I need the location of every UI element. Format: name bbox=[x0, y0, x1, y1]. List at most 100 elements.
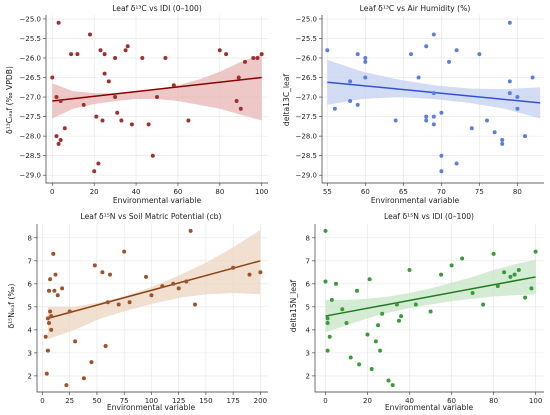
panel-3-point-38 bbox=[258, 270, 263, 275]
panel-4-y-tick-label-0: 2 bbox=[306, 372, 310, 380]
panel-2-y-label: delta13C_leaf bbox=[282, 74, 291, 126]
panel-1-point-7 bbox=[62, 126, 67, 131]
panel-4-point-21 bbox=[390, 383, 395, 388]
panel-4-point-13 bbox=[365, 332, 370, 337]
panel-3-plot: 0 25 50 75 100 125 150 175 200 2 3 4 5 6 7 8 bbox=[28, 224, 268, 405]
panel-3-point-20 bbox=[92, 263, 97, 268]
panel-2-point-23 bbox=[454, 48, 459, 53]
panel-2-y-tick-label-8: −29.0 bbox=[296, 172, 317, 180]
panel-2-point-21 bbox=[439, 110, 444, 115]
panel-2-point-37 bbox=[530, 75, 535, 80]
panel-4-point-6 bbox=[329, 297, 334, 302]
panel-4-x-label: Environmental variable bbox=[385, 403, 474, 412]
panel-3-x-label: Environmental variable bbox=[107, 403, 196, 412]
panel-1-point-22 bbox=[115, 110, 120, 115]
panel-1-point-21 bbox=[113, 56, 118, 60]
panel-2-x-tick-label-1: 60 bbox=[361, 188, 370, 196]
panel-3-point-16 bbox=[67, 309, 72, 314]
panel-2-point-14 bbox=[424, 44, 429, 49]
panel-3-x-tick-label-6: 150 bbox=[199, 397, 212, 405]
panel-2-x-tick-label-0: 55 bbox=[323, 188, 332, 196]
panel-2-point-0 bbox=[325, 48, 330, 53]
panel-1-x-label: Environmental variable bbox=[113, 196, 202, 205]
panel-4-y-tick-label-5: 7 bbox=[306, 257, 310, 265]
panel-2-point-22 bbox=[447, 59, 451, 64]
panel-2: Leaf δ¹³C vs Air Humidity (%) Environmen… bbox=[282, 4, 544, 205]
panel-4-y-tick-label-2: 4 bbox=[306, 326, 311, 334]
panel-1-regression-line bbox=[52, 76, 262, 102]
panel-2-point-25 bbox=[469, 126, 474, 131]
panel-4-point-14 bbox=[367, 277, 372, 282]
panel-4-point-18 bbox=[378, 348, 383, 353]
panel-3-y-tick-label-5: 7 bbox=[28, 257, 32, 265]
panel-3-point-21 bbox=[100, 270, 105, 275]
panel-2-point-1 bbox=[332, 106, 337, 111]
panel-2-point-11 bbox=[416, 75, 421, 80]
panel-2-point-15 bbox=[431, 32, 436, 37]
panel-1-point-32 bbox=[171, 83, 176, 88]
panel-2-point-18 bbox=[431, 122, 436, 127]
panel-4-x-tick-label-2: 40 bbox=[405, 397, 414, 405]
panel-3-x-tick-label-8: 200 bbox=[254, 397, 267, 405]
panel-3-point-36 bbox=[231, 265, 236, 270]
panel-3-x-tick-label-7: 175 bbox=[226, 397, 239, 405]
panel-1-point-0 bbox=[50, 75, 55, 80]
panel-2-y-tick-label-6: −28.0 bbox=[296, 133, 317, 141]
panel-1-point-19 bbox=[106, 79, 111, 84]
panel-4-point-15 bbox=[369, 367, 374, 371]
panel-1-point-12 bbox=[92, 169, 97, 174]
panel-3-point-7 bbox=[48, 277, 53, 282]
panel-3-y-tick-label-6: 8 bbox=[28, 234, 32, 242]
panel-1-point-18 bbox=[102, 52, 107, 57]
panel-4-point-23 bbox=[397, 318, 401, 323]
panel-2-point-10 bbox=[409, 52, 413, 57]
panel-3-point-24 bbox=[108, 272, 112, 277]
panel-1-point-2 bbox=[54, 134, 59, 139]
panel-3-point-30 bbox=[160, 284, 165, 289]
panel-3-x-tick-label-4: 100 bbox=[145, 397, 158, 405]
panel-3-confidence-band bbox=[47, 229, 261, 340]
panel-1-point-1 bbox=[54, 95, 59, 99]
panel-1-point-6 bbox=[58, 99, 63, 103]
panel-3-point-9 bbox=[49, 314, 54, 319]
panel-1: Leaf δ¹³C vs IDI (0–100) Environmental v… bbox=[5, 4, 268, 205]
panel-1-x-tick-label-3: 60 bbox=[173, 188, 182, 196]
panel-3-y-label: δ¹⁵Nₗₑₐf (‰) bbox=[7, 283, 16, 328]
panel-1-point-28 bbox=[146, 122, 151, 127]
panel-3-point-5 bbox=[47, 321, 51, 325]
panel-3-point-26 bbox=[122, 249, 127, 254]
panel-2-y-tick-label-2: −26.0 bbox=[296, 54, 317, 62]
panel-1-point-41 bbox=[255, 56, 260, 60]
panel-2-point-27 bbox=[485, 118, 489, 123]
panel-3: Leaf δ¹⁵N vs Soil Matric Potential (cb) … bbox=[7, 212, 268, 412]
panel-3-point-32 bbox=[176, 286, 181, 291]
panel-2-y-tick-label-7: −28.5 bbox=[296, 152, 317, 160]
panel-2-y-tick-label-1: −25.5 bbox=[296, 35, 317, 43]
panel-2-point-20 bbox=[439, 169, 444, 174]
panel-3-y-tick-label-4: 6 bbox=[28, 280, 33, 288]
panel-3-point-11 bbox=[52, 288, 57, 293]
panel-3-x-tick-label-0: 0 bbox=[40, 397, 44, 405]
panel-1-y-tick-label-6: −28.0 bbox=[20, 133, 41, 141]
panel-4-point-22 bbox=[394, 302, 399, 307]
panel-4-point-8 bbox=[340, 307, 345, 312]
panel-2-point-26 bbox=[477, 52, 482, 57]
panel-2-point-4 bbox=[355, 52, 360, 57]
panel-2-point-29 bbox=[500, 138, 505, 142]
panel-2-axes bbox=[321, 15, 544, 184]
panel-3-y-tick-label-0: 2 bbox=[28, 372, 32, 380]
panel-3-point-15 bbox=[64, 383, 69, 388]
panel-3-point-3 bbox=[45, 348, 50, 353]
panel-4-point-1 bbox=[323, 279, 328, 284]
panel-3-x-tick-label-3: 75 bbox=[120, 397, 129, 405]
panel-1-confidence-band bbox=[52, 54, 262, 121]
panel-2-confidence-band bbox=[327, 59, 541, 119]
panel-1-point-31 bbox=[163, 56, 168, 60]
panel-2-x-tick-label-2: 65 bbox=[399, 188, 408, 196]
panel-1-point-26 bbox=[129, 122, 134, 127]
panel-4-point-35 bbox=[502, 270, 507, 275]
panel-3-point-19 bbox=[89, 360, 94, 365]
panel-3-point-23 bbox=[105, 300, 110, 305]
panel-4-plot: 0 20 40 60 80 100 2 3 4 5 6 7 8 bbox=[306, 224, 544, 405]
